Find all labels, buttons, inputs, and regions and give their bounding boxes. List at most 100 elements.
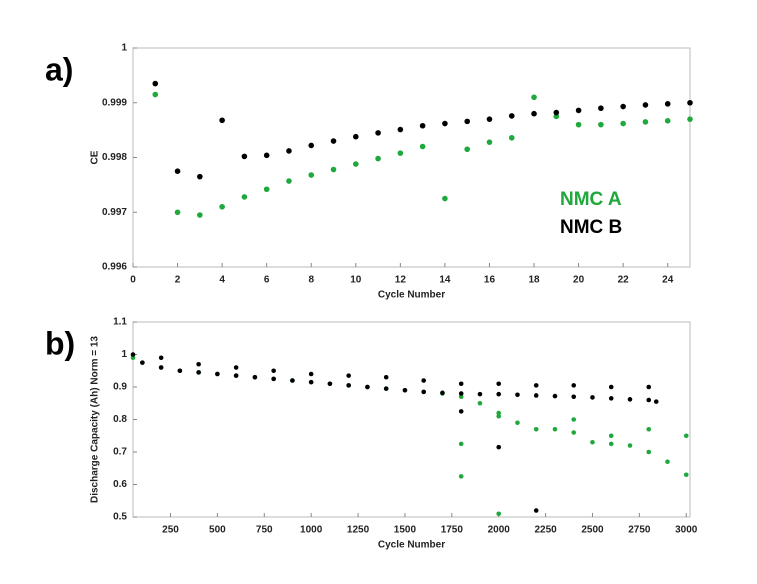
data-point [219, 203, 225, 210]
data-point [421, 389, 426, 395]
data-point [346, 383, 351, 388]
data-point [130, 352, 136, 357]
data-point [286, 148, 292, 154]
data-point [590, 395, 595, 400]
data-point [196, 361, 201, 367]
data-point [590, 439, 595, 445]
data-point [531, 94, 537, 101]
x-tick-label: 1500 [394, 525, 417, 536]
y-tick-label: 0.996 [102, 262, 127, 273]
data-point [330, 166, 337, 173]
data-point [646, 426, 652, 432]
x-tick-label: 1000 [300, 525, 323, 536]
data-point [458, 381, 464, 387]
data-point [308, 379, 314, 385]
data-point [353, 133, 359, 140]
x-tick-label: 2000 [488, 525, 511, 536]
y-tick-label: 0.9 [113, 382, 127, 393]
data-point [515, 420, 520, 426]
x-tick-label: 2 [175, 275, 181, 286]
data-point [327, 381, 333, 387]
data-point [152, 80, 159, 87]
data-point [402, 387, 408, 393]
data-point [627, 397, 633, 402]
x-tick-label: 4 [219, 275, 225, 286]
plot-frame [132, 321, 691, 518]
y-axis-label: CE [90, 150, 101, 164]
data-point [397, 126, 404, 133]
data-point [286, 178, 292, 184]
x-tick-label: 1250 [347, 525, 370, 536]
data-point [219, 117, 225, 124]
data-point [627, 443, 633, 448]
data-point [458, 391, 464, 396]
data-point [421, 378, 426, 383]
data-point [508, 134, 515, 141]
x-axis-label: Cycle Number [378, 290, 445, 301]
data-point [442, 120, 448, 127]
data-point [508, 113, 515, 119]
data-point [174, 209, 181, 216]
legend-entry: NMC A [560, 189, 622, 210]
data-point [442, 195, 448, 202]
data-point [241, 153, 248, 160]
data-point [553, 109, 560, 116]
data-point [598, 105, 604, 112]
x-tick-label: 12 [395, 275, 407, 286]
y-axis-label: Discharge Capacity (Ah) Norm = 13 [90, 336, 101, 503]
data-point [575, 121, 582, 128]
data-point [263, 152, 270, 159]
data-point [683, 472, 689, 478]
data-point [533, 383, 539, 388]
data-point [571, 417, 577, 422]
data-point [464, 118, 471, 125]
data-point [330, 138, 337, 144]
data-point [571, 394, 577, 400]
x-tick-label: 8 [308, 275, 314, 286]
x-axis-label: Cycle Number [378, 540, 445, 551]
data-point [271, 376, 276, 382]
data-point [353, 161, 359, 167]
data-point [215, 371, 220, 377]
data-point [196, 370, 201, 375]
data-point [642, 119, 649, 125]
data-point [152, 91, 159, 98]
data-point [419, 143, 426, 150]
x-tick-label: 2750 [628, 525, 651, 536]
y-tick-label: 0.997 [102, 207, 127, 218]
data-point [620, 120, 626, 127]
data-point [496, 511, 502, 517]
data-point [646, 397, 652, 403]
x-tick-label: 14 [439, 275, 451, 286]
data-point [130, 355, 136, 361]
x-tick-label: 2250 [534, 525, 557, 536]
x-tick-label: 1750 [441, 525, 464, 536]
y-tick-label: 0.7 [113, 447, 127, 458]
data-point [140, 360, 145, 365]
x-tick-label: 250 [162, 525, 179, 536]
data-point [346, 373, 351, 378]
data-point [608, 433, 614, 439]
data-point [158, 365, 164, 370]
data-point [608, 441, 614, 447]
panel-label: a) [45, 51, 73, 87]
x-tick-label: 10 [350, 275, 362, 286]
y-tick-label: 0.999 [102, 97, 127, 108]
data-point [365, 384, 370, 390]
x-tick-label: 0 [130, 275, 136, 286]
y-tick-label: 0.6 [113, 479, 127, 490]
data-point [477, 400, 483, 406]
data-point [177, 368, 183, 374]
data-point [458, 409, 464, 414]
data-point [458, 474, 464, 479]
data-point [664, 101, 671, 107]
data-point [642, 102, 649, 108]
data-point [233, 373, 239, 378]
data-point [552, 426, 558, 432]
x-tick-label: 16 [484, 275, 496, 286]
data-point [496, 391, 502, 397]
x-tick-label: 22 [618, 275, 630, 286]
data-point [440, 390, 445, 396]
y-tick-label: 1.1 [113, 317, 127, 328]
x-tick-label: 6 [264, 275, 270, 286]
